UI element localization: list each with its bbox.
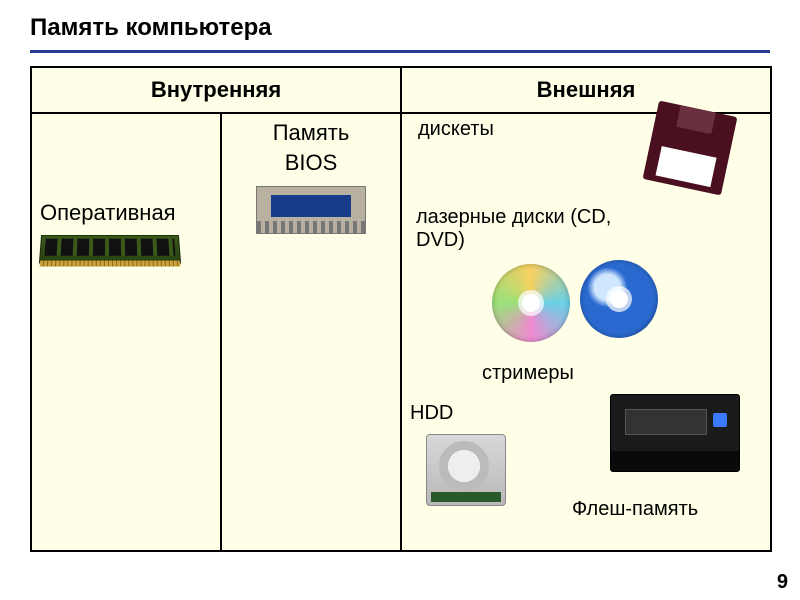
label-flash: Флеш-память <box>572 498 698 521</box>
label-floppy: дискеты <box>418 118 494 141</box>
header-internal: Внутренняя <box>31 67 401 113</box>
label-hdd: HDD <box>410 402 453 425</box>
floppy-icon <box>643 101 738 196</box>
cell-ram: Оперативная <box>31 113 221 551</box>
label-streamer: стримеры <box>482 362 574 385</box>
title-rule <box>30 50 770 53</box>
slide-title: Память компьютера <box>30 14 272 42</box>
header-external: Внешняя <box>401 67 771 113</box>
hdd-icon <box>426 434 506 506</box>
bios-chip-icon <box>256 186 366 234</box>
cd-icon <box>492 264 570 342</box>
ram-label: Оперативная <box>40 200 212 226</box>
page-number: 9 <box>777 571 788 594</box>
cell-external: дискеты лазерные диски (CD, DVD) стример… <box>401 113 771 551</box>
dvd-icon <box>580 260 658 338</box>
memory-table: Внутренняя Внешняя Оперативная Память BI… <box>30 66 772 552</box>
bios-label-1: Память <box>230 120 392 146</box>
bios-label-2: BIOS <box>230 150 392 176</box>
cell-bios: Память BIOS <box>221 113 401 551</box>
streamer-icon <box>610 394 740 472</box>
ram-stick-icon <box>39 235 181 264</box>
label-optical: лазерные диски (CD, DVD) <box>416 206 626 252</box>
body-row: Оперативная Память BIOS дискеты лазерные… <box>31 113 771 551</box>
